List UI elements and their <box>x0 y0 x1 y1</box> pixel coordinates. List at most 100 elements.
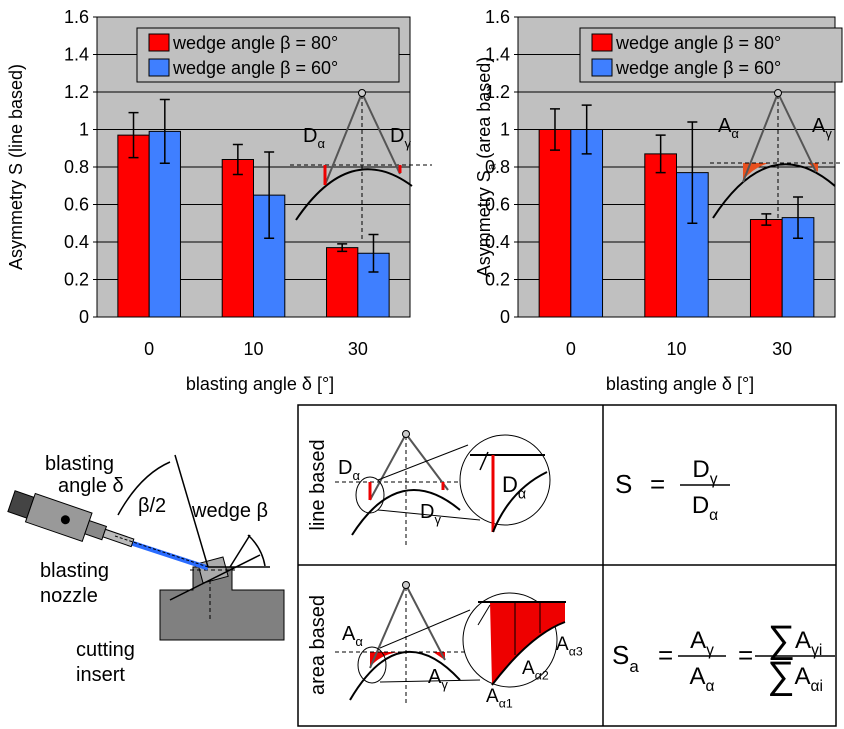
annotation-sub: α <box>518 487 526 503</box>
formula: = <box>658 640 673 670</box>
bar <box>118 135 149 317</box>
annotation-sub: α <box>317 136 325 151</box>
y-tick-label: 1.6 <box>64 7 89 27</box>
formula-base: S <box>612 640 629 670</box>
formula: S <box>615 469 632 499</box>
annotation-base: D <box>420 501 434 523</box>
denominator: Aα <box>689 663 714 695</box>
label: blasting <box>45 453 114 475</box>
denominator-base: A <box>794 663 810 690</box>
annotation: Aγ <box>428 666 448 692</box>
numerator: Aγ <box>690 627 714 659</box>
y-axis-label-rest: (area based) <box>474 57 494 164</box>
label: nozzle <box>40 585 98 607</box>
annotation-base: A <box>718 115 732 137</box>
y-tick-label: 0.6 <box>64 195 89 215</box>
x-tick-label: 0 <box>144 339 154 359</box>
y-tick-label: 1.6 <box>485 7 510 27</box>
annotation-sub: γ <box>441 677 448 692</box>
annotation-sub: γ <box>404 136 411 151</box>
setup-sketch <box>7 455 284 640</box>
numerator-base: A <box>795 627 811 654</box>
denominator-sub: α <box>706 678 715 695</box>
annotation-sub: α <box>355 634 363 649</box>
x-axis-label: blasting angle δ [°] <box>186 374 334 394</box>
x-tick-label: 10 <box>243 339 263 359</box>
annotation-sub: α3 <box>569 645 583 659</box>
legend-label: wedge angle β = 80° <box>172 33 338 53</box>
legend-swatch <box>149 34 169 51</box>
y-tick-label: 0 <box>500 307 510 327</box>
annotation-base: D <box>390 125 404 147</box>
annotation-sub: γ <box>434 512 441 527</box>
legend-swatch <box>592 34 612 51</box>
y-tick-label: 0.8 <box>64 157 89 177</box>
y-axis-label-base: Asymmetry S <box>474 170 494 277</box>
numerator-base: A <box>690 627 706 654</box>
y-tick-label: 1.2 <box>64 82 89 102</box>
formula-sub: a <box>629 657 639 676</box>
annotation-base: A <box>486 686 499 707</box>
numerator-base: D <box>692 456 709 483</box>
x-tick-label: 30 <box>348 339 368 359</box>
annotation: Aα <box>342 623 363 649</box>
x-tick-label: 10 <box>666 339 686 359</box>
label: wedge β <box>191 500 268 522</box>
legend-label: wedge angle β = 60° <box>615 58 781 78</box>
annotation-base: A <box>556 634 569 655</box>
legend-label: wedge angle β = 60° <box>172 58 338 78</box>
bar <box>222 160 253 318</box>
denominator: Dα <box>692 492 718 524</box>
y-tick-label: 0.2 <box>64 270 89 290</box>
formula: = <box>650 469 665 499</box>
x-tick-label: 0 <box>566 339 576 359</box>
x-axis-label: blasting angle δ [°] <box>606 374 754 394</box>
table-frame <box>298 405 836 726</box>
label: blasting <box>40 560 109 582</box>
bar <box>571 130 603 318</box>
denominator-base: A <box>689 663 705 690</box>
y-tick-label: 1 <box>500 120 510 140</box>
annotation-base: D <box>502 472 518 497</box>
annotation-sub: α <box>352 468 360 483</box>
bar <box>645 154 677 317</box>
bar <box>327 248 358 317</box>
annotation-base: A <box>342 623 356 645</box>
denominator-sub: α <box>709 507 718 524</box>
annotation-base: D <box>338 457 352 479</box>
annotation: Dα <box>338 457 360 483</box>
annotation-sub: α2 <box>535 669 549 683</box>
x-tick-label: 30 <box>772 339 792 359</box>
denominator-base: D <box>692 492 709 519</box>
formula: Sa <box>612 640 639 676</box>
legend-label: wedge angle β = 80° <box>615 33 781 53</box>
y-tick-label: 0 <box>79 307 89 327</box>
y-tick-label: 0.4 <box>64 232 89 252</box>
y-tick-label: 1 <box>79 120 89 140</box>
legend-swatch <box>149 59 169 76</box>
label: cutting <box>76 639 135 661</box>
formula: = <box>738 640 753 670</box>
numerator: Dγ <box>692 456 717 488</box>
y-axis-label: Asymmetry S (line based) <box>6 64 26 270</box>
annotation-base: D <box>303 125 317 147</box>
figure: 00.20.40.60.811.21.41.601030wedge angle … <box>0 0 844 729</box>
bar <box>750 220 782 318</box>
annotation-sub: α1 <box>499 697 513 711</box>
annotation-sub: γ <box>825 126 832 141</box>
annotation: Aα1 <box>486 686 513 711</box>
annotation-base: A <box>812 115 826 137</box>
annotation: Aα3 <box>556 634 583 659</box>
denominator-sub: αi <box>810 678 822 695</box>
y-tick-label: 1.4 <box>64 45 89 65</box>
area-row-sketch <box>335 582 566 706</box>
denominator-sum: ∑ <box>767 654 794 697</box>
row-label: area based <box>307 595 329 695</box>
label: insert <box>76 664 125 686</box>
label: angle δ <box>58 475 124 497</box>
annotation-sub: α <box>731 126 739 141</box>
bar <box>539 130 571 318</box>
legend-swatch <box>592 59 612 76</box>
row-label: line based <box>307 439 329 530</box>
annotation-base: A <box>522 658 535 679</box>
